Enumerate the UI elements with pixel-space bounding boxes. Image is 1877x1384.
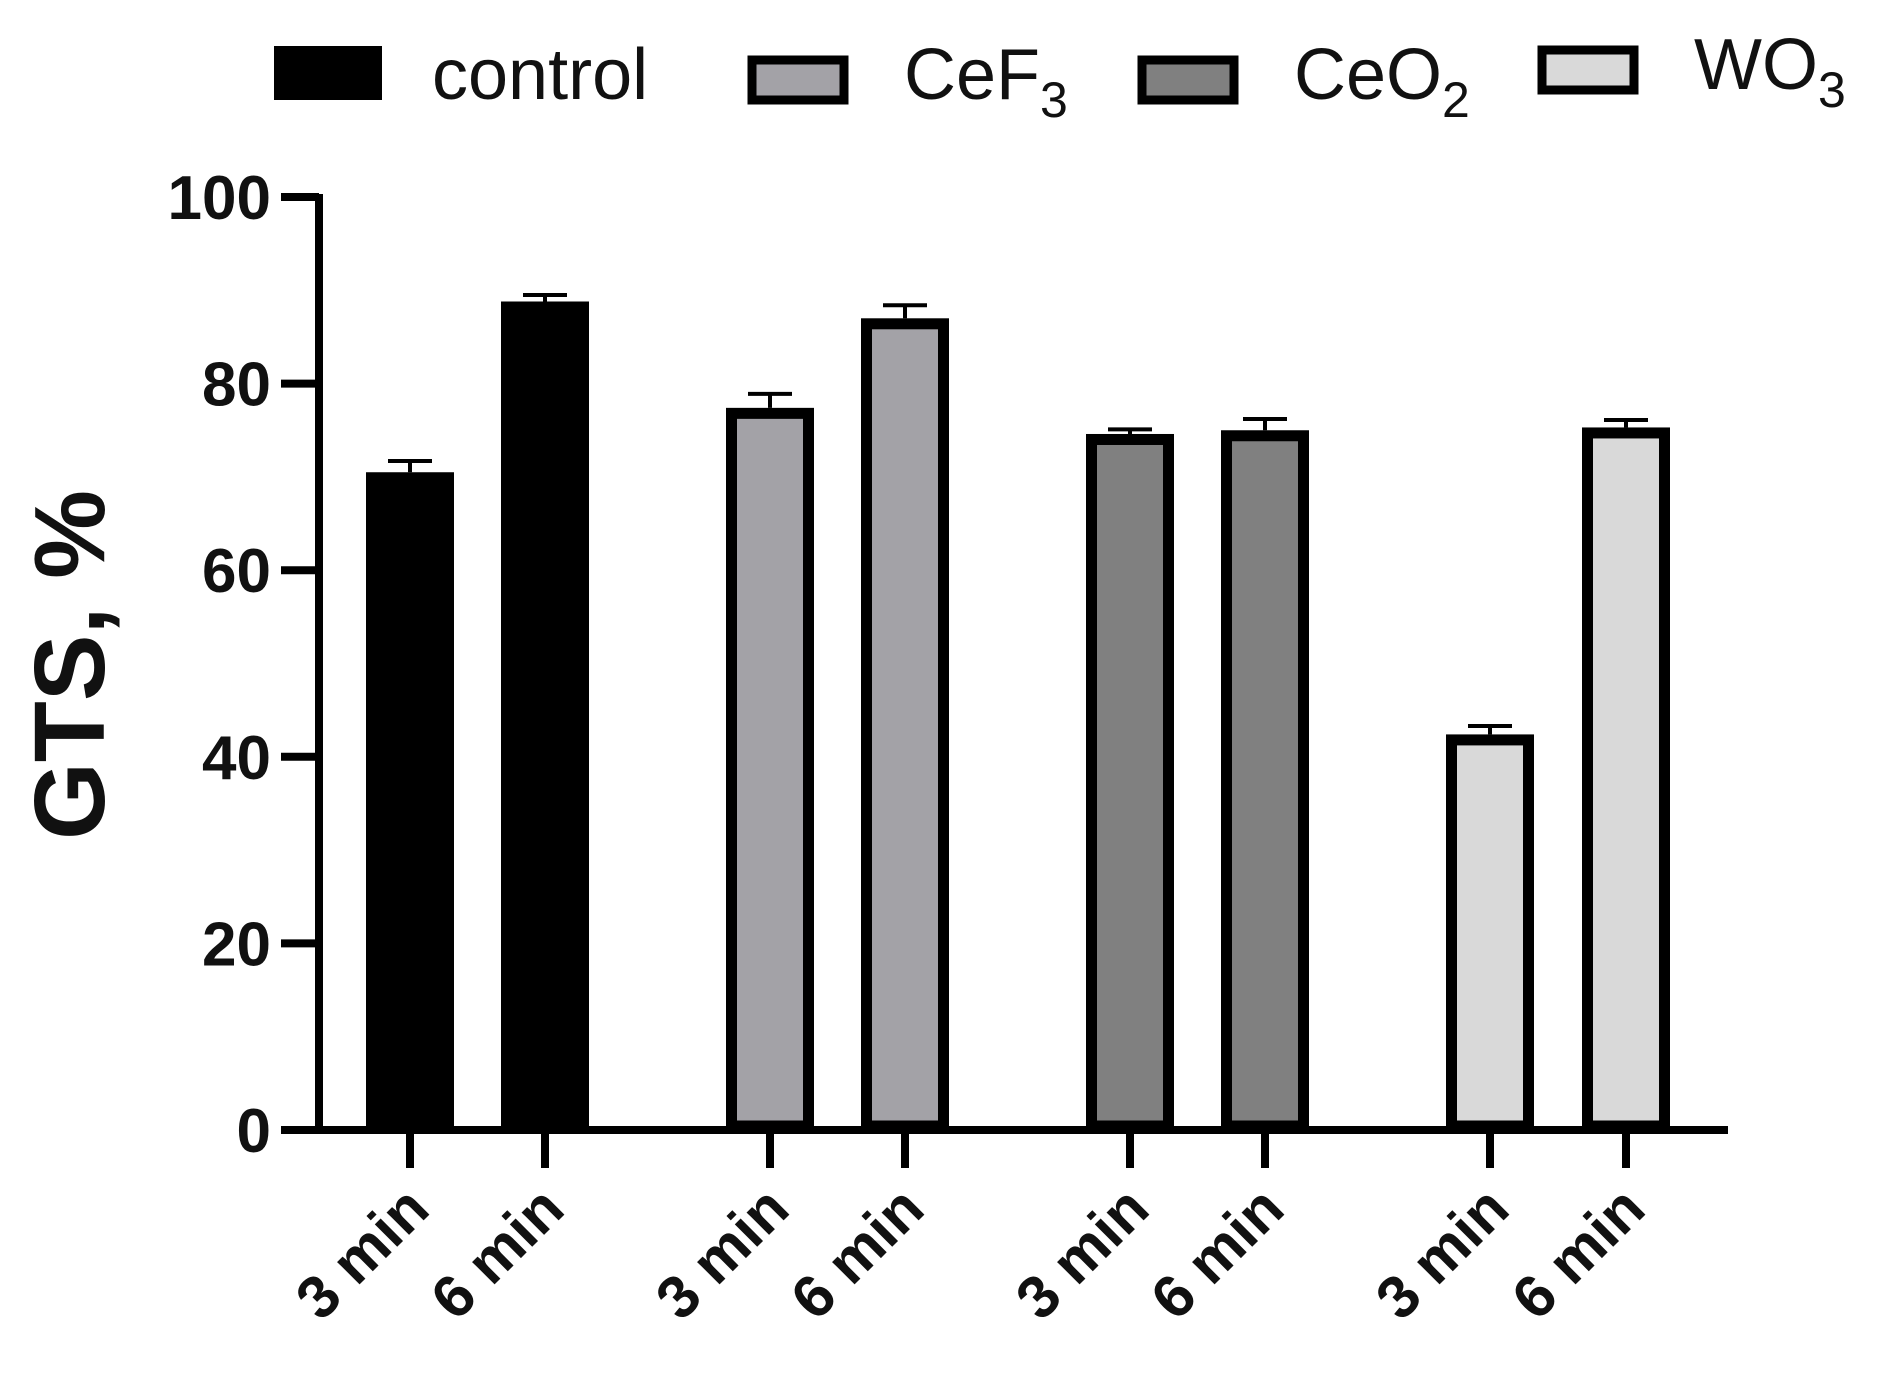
legend-label-cef3: CeF3	[904, 35, 1068, 128]
y-tick-label-40: 40	[202, 724, 271, 793]
x-tick-label-cef3-6-min: 6 min	[778, 1174, 936, 1332]
bar-wo3-6-min	[1582, 427, 1670, 1132]
bar-ceo2-3-min	[1086, 433, 1174, 1132]
bar-ceo2-6-min	[1221, 430, 1309, 1132]
bar-control-6-min	[501, 301, 589, 1127]
legend-swatch-control	[274, 46, 382, 100]
x-tick-label-cef3-3-min: 3 min	[643, 1174, 801, 1332]
x-tick-label-control-3-min: 3 min	[283, 1174, 441, 1332]
bar-wo3-3-min	[1446, 734, 1534, 1132]
legend: control CeF3 CeO2 WO3	[274, 25, 1846, 128]
x-tick-label-wo3-6-min: 6 min	[1499, 1174, 1657, 1332]
legend-item-ceo2: CeO2	[1137, 35, 1470, 128]
bar-cef3-6-min	[861, 318, 949, 1132]
legend-item-control: control	[274, 35, 648, 115]
x-tick-label-control-6-min: 6 min	[418, 1174, 576, 1332]
legend-item-cef3: CeF3	[747, 35, 1068, 128]
legend-label-ceo2: CeO2	[1294, 35, 1470, 128]
bars	[366, 292, 1670, 1132]
y-axis-title: GTS, %	[14, 490, 126, 840]
legend-swatch-cef3	[747, 55, 849, 105]
y-tick-label-80: 80	[202, 351, 271, 420]
y-tick-label-60: 60	[202, 537, 271, 606]
legend-label-control: control	[432, 35, 648, 115]
bar-cef3-3-min	[726, 407, 814, 1132]
y-tick-label-100: 100	[168, 164, 271, 233]
y-tick-label-0: 0	[237, 1097, 271, 1166]
x-tick-label-wo3-3-min: 3 min	[1363, 1174, 1521, 1332]
x-tick-label-ceo2-6-min: 6 min	[1138, 1174, 1296, 1332]
legend-label-wo3: WO3	[1694, 25, 1846, 118]
legend-swatch-wo3	[1537, 45, 1639, 95]
x-tick-label-ceo2-3-min: 3 min	[1003, 1174, 1161, 1332]
legend-swatch-ceo2	[1137, 55, 1239, 105]
bar-control-3-min	[366, 472, 454, 1126]
y-tick-label-20: 20	[202, 910, 271, 979]
legend-item-wo3: WO3	[1537, 25, 1846, 118]
